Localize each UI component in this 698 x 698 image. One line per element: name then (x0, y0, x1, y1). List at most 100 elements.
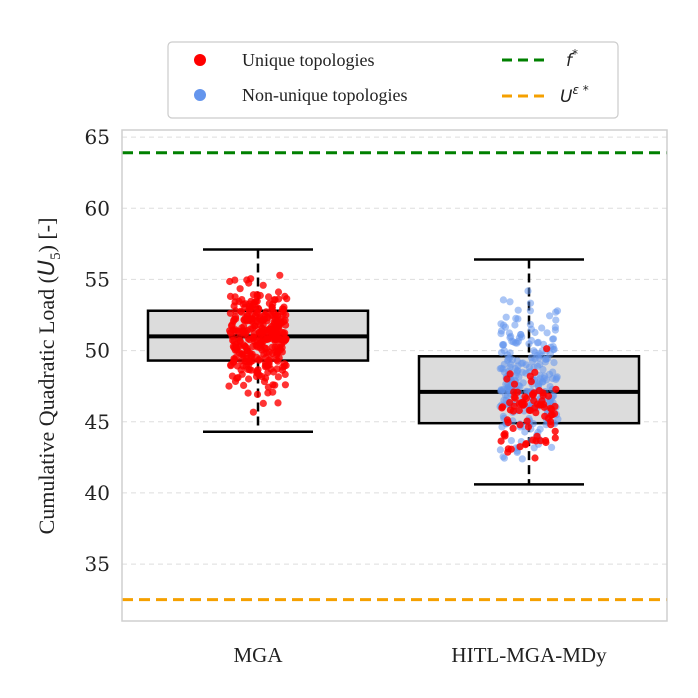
point-645 (533, 432, 541, 440)
point-620 (523, 417, 531, 425)
point-514 (549, 374, 557, 383)
point-610 (497, 437, 505, 445)
point-164 (249, 408, 257, 416)
point-660 (537, 401, 545, 409)
point-662 (506, 399, 514, 407)
point-475 (514, 315, 522, 323)
point-290 (232, 315, 240, 323)
point-316 (238, 324, 246, 332)
point-291 (243, 316, 251, 324)
reference-lines (122, 151, 667, 602)
point-150 (259, 399, 267, 407)
point-606 (551, 434, 559, 442)
point-210 (244, 389, 252, 397)
point-644 (552, 385, 560, 393)
point-558 (497, 327, 506, 335)
point-173 (237, 308, 246, 316)
point-637 (532, 409, 540, 417)
x-axis-ticks: MGA HITL-MGA-MDy (233, 643, 607, 667)
point-320 (229, 342, 237, 350)
point-626 (521, 441, 530, 449)
point-307 (282, 361, 290, 369)
point-135 (281, 381, 289, 389)
legend-frame (167, 41, 619, 119)
legend-label-non-unique: Non-unique topologies (242, 85, 407, 105)
plot-border (121, 129, 668, 622)
plot-area (121, 129, 668, 622)
point-509 (538, 324, 546, 332)
point-259 (274, 288, 283, 296)
point-262 (262, 354, 270, 362)
point-537 (504, 351, 512, 359)
point-658 (510, 388, 518, 396)
point-621 (506, 406, 514, 414)
point-578 (546, 312, 554, 320)
point-324 (273, 332, 281, 340)
point-128 (259, 281, 267, 289)
point-315 (250, 298, 259, 306)
point-551 (508, 356, 517, 364)
point-177 (237, 357, 246, 365)
legend-label-f-star: f* (566, 47, 578, 71)
point-235 (273, 311, 282, 320)
point-519 (521, 428, 529, 436)
y-tick-label-60: 60 (85, 196, 110, 220)
point-305 (244, 347, 252, 355)
point-318 (278, 319, 286, 327)
point-321 (269, 300, 277, 308)
point-569 (499, 296, 507, 304)
point-281 (253, 292, 261, 300)
point-313 (228, 321, 236, 329)
point-580 (549, 343, 557, 351)
point-652 (531, 368, 539, 376)
scatter-points (225, 271, 562, 463)
point-236 (233, 374, 241, 382)
point-546 (500, 454, 508, 462)
point-348 (551, 326, 560, 334)
point-544 (536, 371, 544, 379)
point-639 (498, 404, 506, 412)
point-571 (524, 287, 532, 295)
point-668 (504, 448, 512, 456)
point-518 (505, 329, 513, 337)
point-471 (546, 383, 554, 391)
point-572 (496, 365, 504, 373)
point-399 (550, 359, 558, 367)
point-669 (519, 398, 527, 406)
point-317 (262, 326, 270, 334)
point-271 (245, 360, 253, 369)
point-553 (496, 446, 504, 454)
point-493 (526, 299, 535, 307)
point-638 (509, 424, 517, 432)
point-520 (519, 379, 527, 387)
point-586 (538, 378, 547, 386)
point-535 (518, 455, 526, 463)
point-534 (536, 350, 544, 358)
point-585 (536, 425, 544, 433)
point-358 (543, 329, 551, 337)
point-635 (511, 394, 519, 402)
legend-marker-unique (194, 54, 206, 66)
y-tick-label-40: 40 (85, 481, 110, 505)
y-tick-label-35: 35 (85, 552, 110, 576)
y-tick-label-45: 45 (85, 410, 110, 434)
point-349 (514, 306, 522, 314)
point-636 (515, 406, 523, 415)
point-308 (273, 365, 281, 373)
point-665 (541, 412, 549, 420)
point-657 (529, 391, 537, 399)
legend-label-unique: Unique topologies (242, 50, 375, 70)
point-432 (549, 335, 558, 343)
point-326 (260, 378, 269, 386)
point-646 (526, 406, 535, 414)
point-664 (551, 427, 559, 435)
point-18 (265, 293, 273, 301)
point-285 (238, 370, 246, 378)
point-605 (527, 378, 535, 386)
point-298 (249, 342, 257, 350)
point-654 (542, 437, 550, 445)
point-491 (513, 448, 521, 456)
point-112 (274, 373, 282, 381)
point-241 (231, 276, 239, 284)
